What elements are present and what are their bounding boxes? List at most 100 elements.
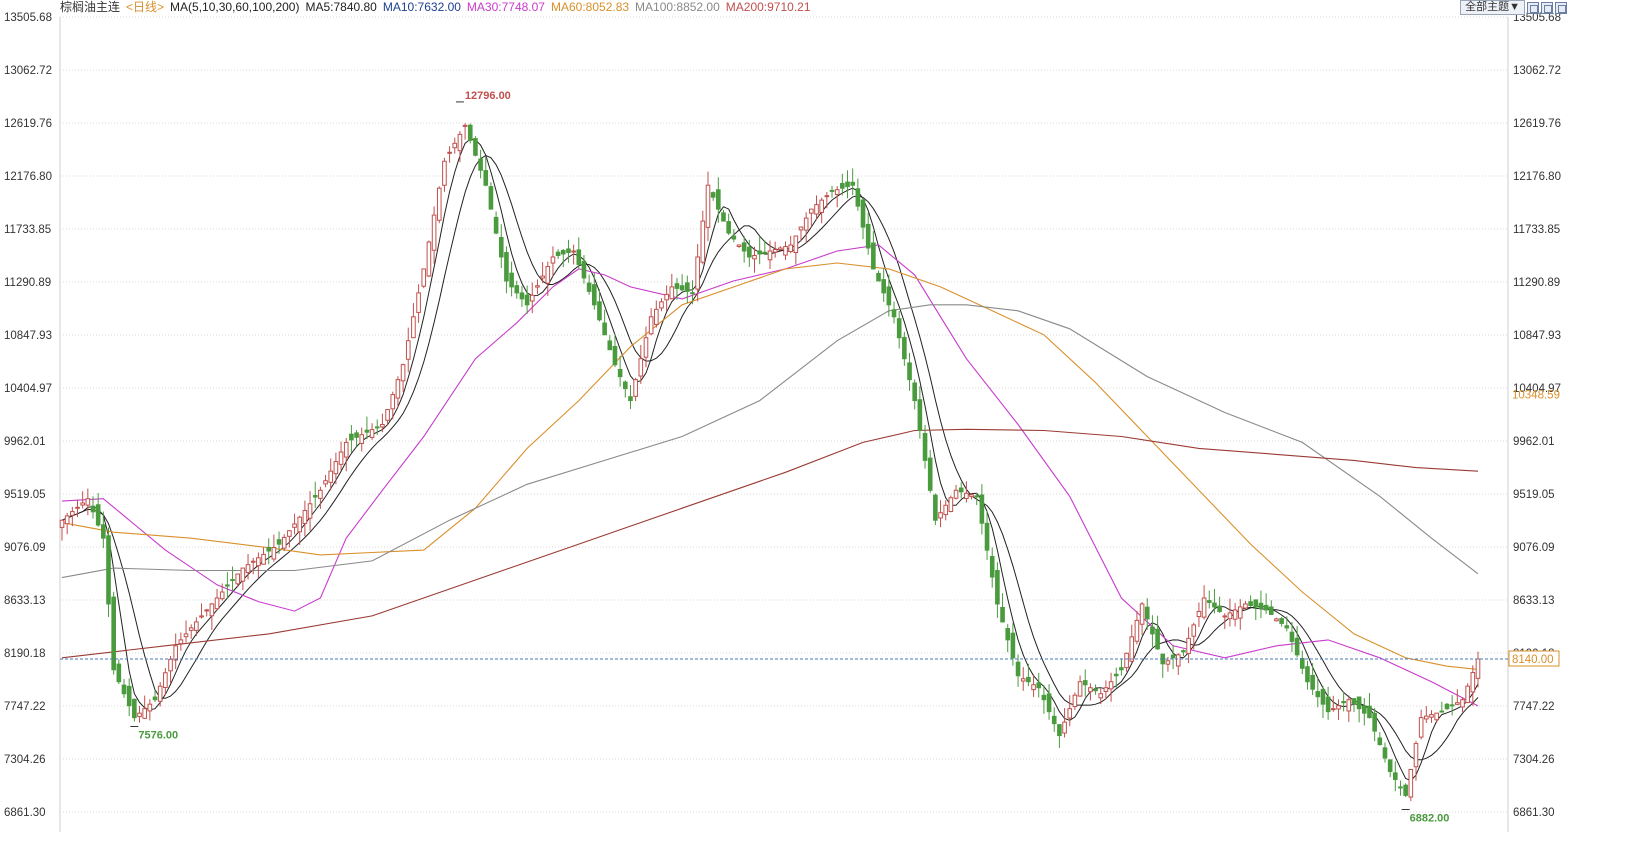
candle-body [912,382,918,402]
candle-body [1372,712,1377,732]
candle-body [979,494,985,524]
candle-body [679,285,685,291]
candle-body [1113,673,1119,677]
y-tick-label-left: 8633.13 [4,595,46,607]
candle-body [59,519,65,528]
candle-body [1268,606,1274,615]
candle-body [1041,694,1047,701]
candle-body [1253,599,1259,608]
ma60-line [61,262,1479,670]
candle-body [933,494,938,521]
y-tick-label-right: 6861.30 [1513,807,1555,819]
candle-body [364,429,370,433]
candle-body [1403,784,1408,796]
candle-body [225,584,230,587]
period-label[interactable]: <日线> [126,0,165,14]
candle-body [333,461,339,475]
candle-body [90,505,96,513]
candle-body [1067,708,1073,719]
candle-body [798,226,804,231]
candle-body [380,423,385,428]
candle-body [116,663,122,683]
candle-body [881,279,887,294]
y-tick-label-right: 10404.97 [1513,383,1561,395]
candle-body [302,509,308,524]
candle-body [256,557,261,567]
theme-button[interactable]: 全部主题▼ [1460,0,1525,15]
candle-body [1119,667,1124,671]
candle-body [1274,618,1279,622]
price-marks: 8140.00 10348.59 12796.00 7576.00 6882.00 [60,90,1560,825]
y-tick-label-right: 7304.26 [1513,754,1555,766]
candle-body [524,294,530,306]
candle-body [721,212,726,222]
candle-body [1015,661,1021,677]
candle-body [1088,687,1093,693]
y-axis-right: 13505.68 13062.72 12619.76 12176.80 11733.85… [1513,12,1561,819]
candle-body [328,470,334,483]
candle-body [343,441,349,458]
candle-body [64,515,70,525]
candle-body [101,524,106,539]
candle-body [307,503,313,519]
candle-body [958,487,964,493]
candle-body [199,615,204,618]
candle-body [1361,705,1367,714]
candle-body [819,199,824,213]
layout-grid-icon[interactable] [1527,1,1539,14]
candle-body [591,284,597,306]
candles [59,123,1481,801]
candle-body [643,337,649,358]
candle-body [349,433,354,441]
candle-body [1439,710,1445,713]
y-tick-label-right: 9519.05 [1513,489,1555,501]
candle-body [250,560,256,563]
candle-body [1279,618,1284,624]
candle-body [194,621,199,631]
candle-body [462,124,468,127]
candle-body [747,246,752,258]
candle-body [1181,650,1186,653]
candle-body [1418,717,1424,738]
candle-body [1258,602,1264,609]
candle-body [964,492,969,500]
candle-body [142,708,147,719]
candle-body [493,216,499,234]
layout-split-icon[interactable] [1541,1,1553,14]
candle-body [318,489,323,499]
candle-body [545,266,551,284]
candle-body [555,251,561,256]
candle-body [984,522,990,551]
candle-body [1227,612,1233,620]
candle-body [266,546,272,552]
candle-body [917,399,923,431]
candle-body [126,685,132,707]
y-tick-label-right: 9076.09 [1513,542,1555,554]
candle-body [674,283,680,289]
candle-body [1305,666,1310,683]
ma30-line [61,244,1479,707]
candle-body [860,199,866,228]
candle-body [1232,609,1238,620]
candle-body [1108,681,1114,690]
y-tick-label-left: 13505.68 [4,12,52,24]
candle-body [1212,602,1217,608]
candle-body [359,434,365,444]
candle-body [1289,631,1295,642]
candle-body [927,457,933,491]
candle-body [922,433,928,461]
candle-body [1470,672,1476,693]
ma200-line [61,428,1479,659]
candle-body [183,633,189,638]
candle-body [173,645,179,661]
y-tick-label-right: 9962.01 [1513,436,1555,448]
candle-body [540,275,545,279]
candle-body [411,316,416,339]
layout-window-icon[interactable] [1555,1,1567,14]
candle-body [457,133,463,152]
candle-body [995,569,1000,605]
candle-body [1196,610,1202,618]
candle-body [1315,691,1321,698]
y-tick-label-left: 10847.93 [4,330,52,342]
candle-body [1077,681,1083,697]
